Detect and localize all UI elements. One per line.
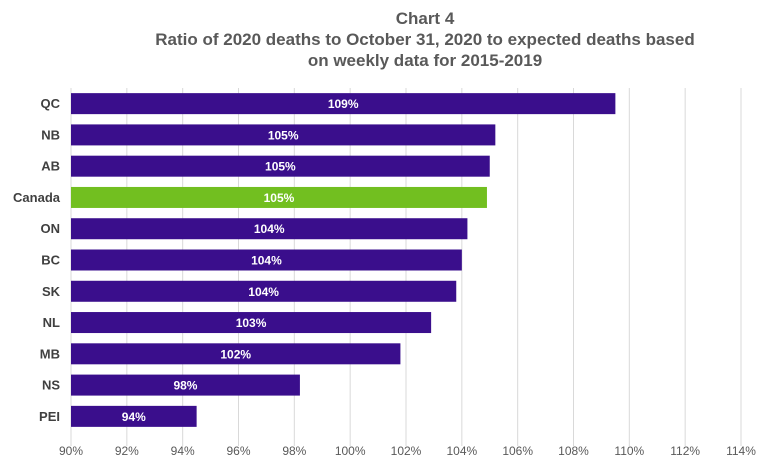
chart-title-block: Chart 4 Ratio of 2020 deaths to October … (0, 8, 770, 71)
bar-data-label: 104% (254, 222, 285, 236)
category-label: NB (41, 127, 60, 142)
chart-title: Chart 4 (395, 9, 455, 28)
bar-on (71, 218, 468, 240)
x-tick-label: 114% (726, 444, 756, 458)
bar-data-label: 105% (268, 128, 299, 142)
chart-subtitle-line-2: on weekly data for 2015-2019 (307, 51, 543, 70)
bar-mb (71, 343, 401, 365)
x-tick-label: 96% (226, 444, 250, 458)
bar-canada (71, 186, 487, 208)
x-tick-label: 106% (502, 444, 533, 458)
bar-data-label: 94% (122, 410, 146, 424)
category-label: SK (42, 284, 61, 299)
x-tick-label: 104% (446, 444, 477, 458)
category-label: NS (42, 378, 60, 393)
bar-qc (71, 93, 616, 115)
category-label: NL (43, 315, 60, 330)
bar-nb (71, 124, 496, 146)
category-label: QC (41, 96, 61, 111)
bar-ns (71, 374, 300, 396)
bar-pei (71, 405, 197, 427)
category-label: PEI (39, 409, 60, 424)
bar-data-label: 104% (248, 285, 279, 299)
category-label: AB (41, 159, 60, 174)
bar-data-label: 104% (251, 254, 282, 268)
x-tick-label: 112% (670, 444, 700, 458)
category-label: ON (41, 221, 61, 236)
category-label: MB (40, 346, 60, 361)
x-tick-label: 92% (115, 444, 139, 458)
bar-data-label: 105% (264, 191, 295, 205)
x-tick-label: 90% (59, 444, 83, 458)
bar-data-label: 102% (220, 347, 251, 361)
bar-nl (71, 312, 432, 334)
chart-subtitle-line-1: Ratio of 2020 deaths to October 31, 2020… (155, 30, 695, 49)
bar-ab (71, 155, 490, 177)
bar-data-label: 103% (236, 316, 267, 330)
category-label: BC (41, 253, 60, 268)
x-tick-label: 98% (282, 444, 306, 458)
bar-data-label: 98% (173, 379, 197, 393)
x-tick-label: 102% (391, 444, 422, 458)
bar-data-label: 109% (328, 97, 359, 111)
x-tick-label: 94% (171, 444, 195, 458)
x-tick-label: 100% (335, 444, 366, 458)
x-tick-label: 108% (558, 444, 589, 458)
x-tick-label: 110% (614, 444, 644, 458)
bar-sk (71, 280, 457, 302)
bar-data-label: 105% (265, 160, 296, 174)
bar-bc (71, 249, 462, 271)
category-label: Canada (13, 190, 61, 205)
